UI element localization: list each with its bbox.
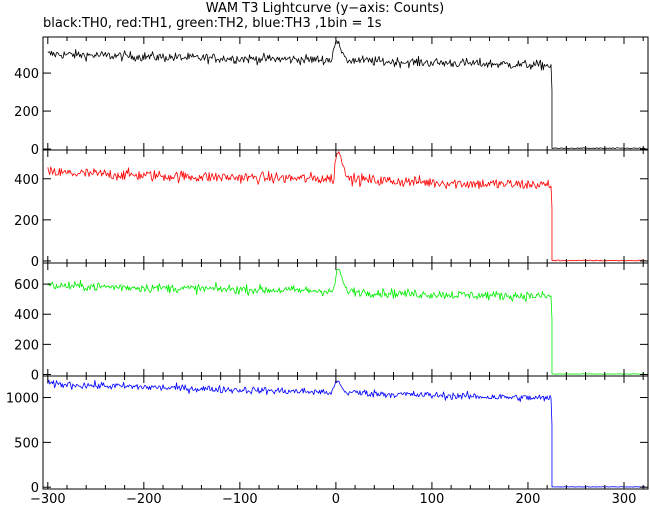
ytick-label-th1-400: 400 bbox=[14, 173, 39, 188]
series-line-th0 bbox=[47, 40, 646, 150]
ytick-label-th3-1000: 1000 bbox=[6, 392, 39, 407]
ytick-label-th1-200: 200 bbox=[14, 214, 39, 229]
chart-subtitle: black:TH0, red:TH1, green:TH2, blue:TH3 … bbox=[43, 16, 382, 31]
xtick-label-200: 200 bbox=[516, 492, 541, 505]
series-line-th1 bbox=[47, 151, 646, 262]
panel-frame-th1 bbox=[42, 149, 649, 264]
xtick-label-100: 100 bbox=[420, 492, 445, 505]
series-line-th3 bbox=[47, 379, 646, 488]
ytick-label-th2-200: 200 bbox=[14, 338, 39, 353]
panel-frame-th2 bbox=[42, 262, 649, 377]
ytick-label-th0-200: 200 bbox=[14, 105, 39, 120]
xtick-label--300: −300 bbox=[30, 492, 66, 505]
ytick-label-th3-0: 0 bbox=[31, 481, 39, 496]
ytick-label-th0-400: 400 bbox=[14, 67, 39, 82]
xtick-label--200: −200 bbox=[126, 492, 162, 505]
ytick-label-th0-0: 0 bbox=[31, 143, 39, 158]
panel-frame-th3 bbox=[42, 375, 649, 490]
ytick-label-th2-600: 600 bbox=[14, 278, 39, 293]
ytick-label-th3-500: 500 bbox=[14, 436, 39, 451]
xtick-label--100: −100 bbox=[222, 492, 258, 505]
panel-frame-th0 bbox=[42, 36, 649, 151]
series-line-th2 bbox=[47, 268, 646, 375]
xtick-label-0: 0 bbox=[332, 492, 340, 505]
ytick-label-th2-400: 400 bbox=[14, 308, 39, 323]
ytick-label-th1-0: 0 bbox=[31, 255, 39, 270]
xtick-label-300: 300 bbox=[612, 492, 637, 505]
chart-title: WAM T3 Lightcurve (y−axis: Counts) bbox=[205, 1, 445, 16]
ytick-label-th2-0: 0 bbox=[31, 368, 39, 383]
